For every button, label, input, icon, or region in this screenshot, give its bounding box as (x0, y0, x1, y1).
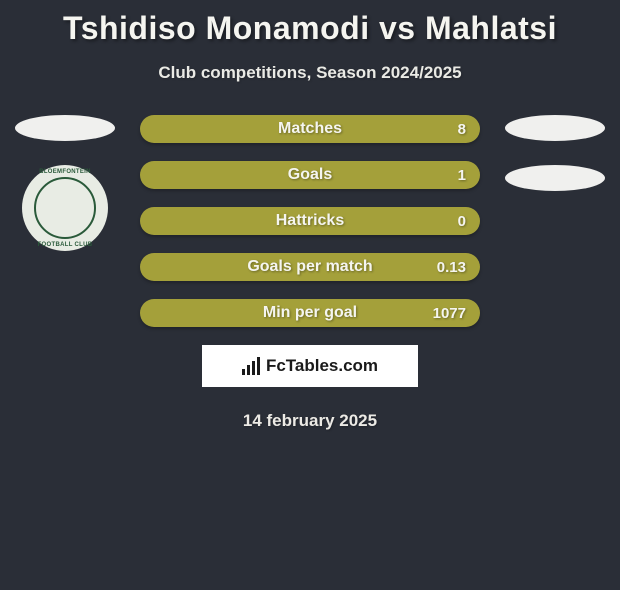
stat-label: Goals per match (247, 258, 372, 276)
stat-label: Min per goal (263, 304, 357, 322)
stat-label: Matches (278, 120, 342, 138)
club-badge-left: BLOEMFONTEIN FOOTBALL CLUB (22, 165, 108, 251)
stats-list: Matches 8 Goals 1 Hattricks 0 Goals per … (140, 115, 480, 327)
page-title: Tshidiso Monamodi vs Mahlatsi (0, 10, 620, 47)
subtitle: Club competitions, Season 2024/2025 (0, 63, 620, 83)
stat-value: 8 (458, 121, 466, 138)
player-right-placeholder-2 (505, 165, 605, 191)
stat-value: 1077 (433, 305, 466, 322)
player-left-column: BLOEMFONTEIN FOOTBALL CLUB (10, 115, 120, 251)
badge-inner-icon (34, 177, 96, 239)
bar-chart-icon (242, 357, 260, 375)
stat-row-hattricks: Hattricks 0 (140, 207, 480, 235)
badge-text-bottom: FOOTBALL CLUB (22, 242, 108, 248)
stat-row-goals-per-match: Goals per match 0.13 (140, 253, 480, 281)
comparison-content: BLOEMFONTEIN FOOTBALL CLUB Matches 8 Goa… (0, 115, 620, 431)
date-label: 14 february 2025 (0, 411, 620, 431)
stat-row-matches: Matches 8 (140, 115, 480, 143)
stat-value: 0 (458, 213, 466, 230)
badge-text-top: BLOEMFONTEIN (22, 169, 108, 175)
stat-row-min-per-goal: Min per goal 1077 (140, 299, 480, 327)
stat-value: 0.13 (437, 259, 466, 276)
stat-row-goals: Goals 1 (140, 161, 480, 189)
player-right-placeholder-1 (505, 115, 605, 141)
stat-label: Hattricks (276, 212, 344, 230)
branding-text: FcTables.com (266, 356, 378, 376)
player-left-placeholder (15, 115, 115, 141)
stat-value: 1 (458, 167, 466, 184)
stat-label: Goals (288, 166, 332, 184)
player-right-column (500, 115, 610, 215)
branding-box[interactable]: FcTables.com (202, 345, 418, 387)
